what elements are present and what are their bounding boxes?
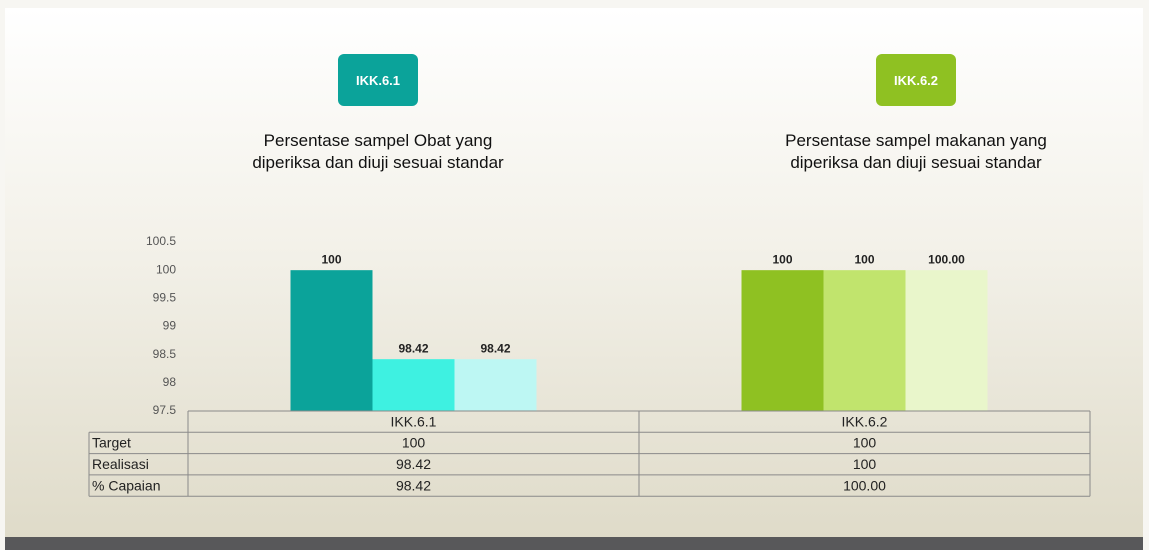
legend-label: Target <box>92 435 131 451</box>
legend-label: % Capaian <box>92 477 161 493</box>
y-tick-label: 99.5 <box>153 291 177 305</box>
table-value: 100 <box>853 435 877 451</box>
bar <box>290 270 373 411</box>
y-tick-label: 99 <box>163 319 177 333</box>
data-label: 98.42 <box>480 341 510 355</box>
table-value: 100 <box>402 435 426 451</box>
data-label: 100 <box>854 252 874 266</box>
table-value: 98.42 <box>396 456 431 472</box>
description: Persentase sampel makanan yang diperiksa… <box>785 131 1047 172</box>
y-tick-label: 98.5 <box>153 347 177 361</box>
y-tick-label: 100.5 <box>146 234 176 248</box>
description: Persentase sampel Obat yang diperiksa da… <box>252 131 504 172</box>
badge: IKK.6.1 <box>338 54 418 106</box>
bar <box>741 270 824 411</box>
bar <box>905 270 988 411</box>
y-tick-label: 97.5 <box>153 403 177 417</box>
bar <box>823 270 906 411</box>
y-tick-label: 100 <box>156 262 176 276</box>
data-label: 100 <box>321 252 341 266</box>
data-label: 100.00 <box>928 252 965 266</box>
x-tick-label: IKK.6.2 <box>842 413 888 429</box>
data-label: 98.42 <box>398 341 428 355</box>
badge: IKK.6.2 <box>876 54 956 106</box>
table-value: 98.42 <box>396 477 431 493</box>
bar <box>454 359 537 411</box>
bar <box>372 359 455 411</box>
data-label: 100 <box>772 252 792 266</box>
footer-bar <box>5 537 1143 550</box>
legend-label: Realisasi <box>92 456 149 472</box>
x-tick-label: IKK.6.1 <box>391 413 437 429</box>
table-value: 100.00 <box>843 477 886 493</box>
table-value: 100 <box>853 456 877 472</box>
y-tick-label: 98 <box>163 375 177 389</box>
